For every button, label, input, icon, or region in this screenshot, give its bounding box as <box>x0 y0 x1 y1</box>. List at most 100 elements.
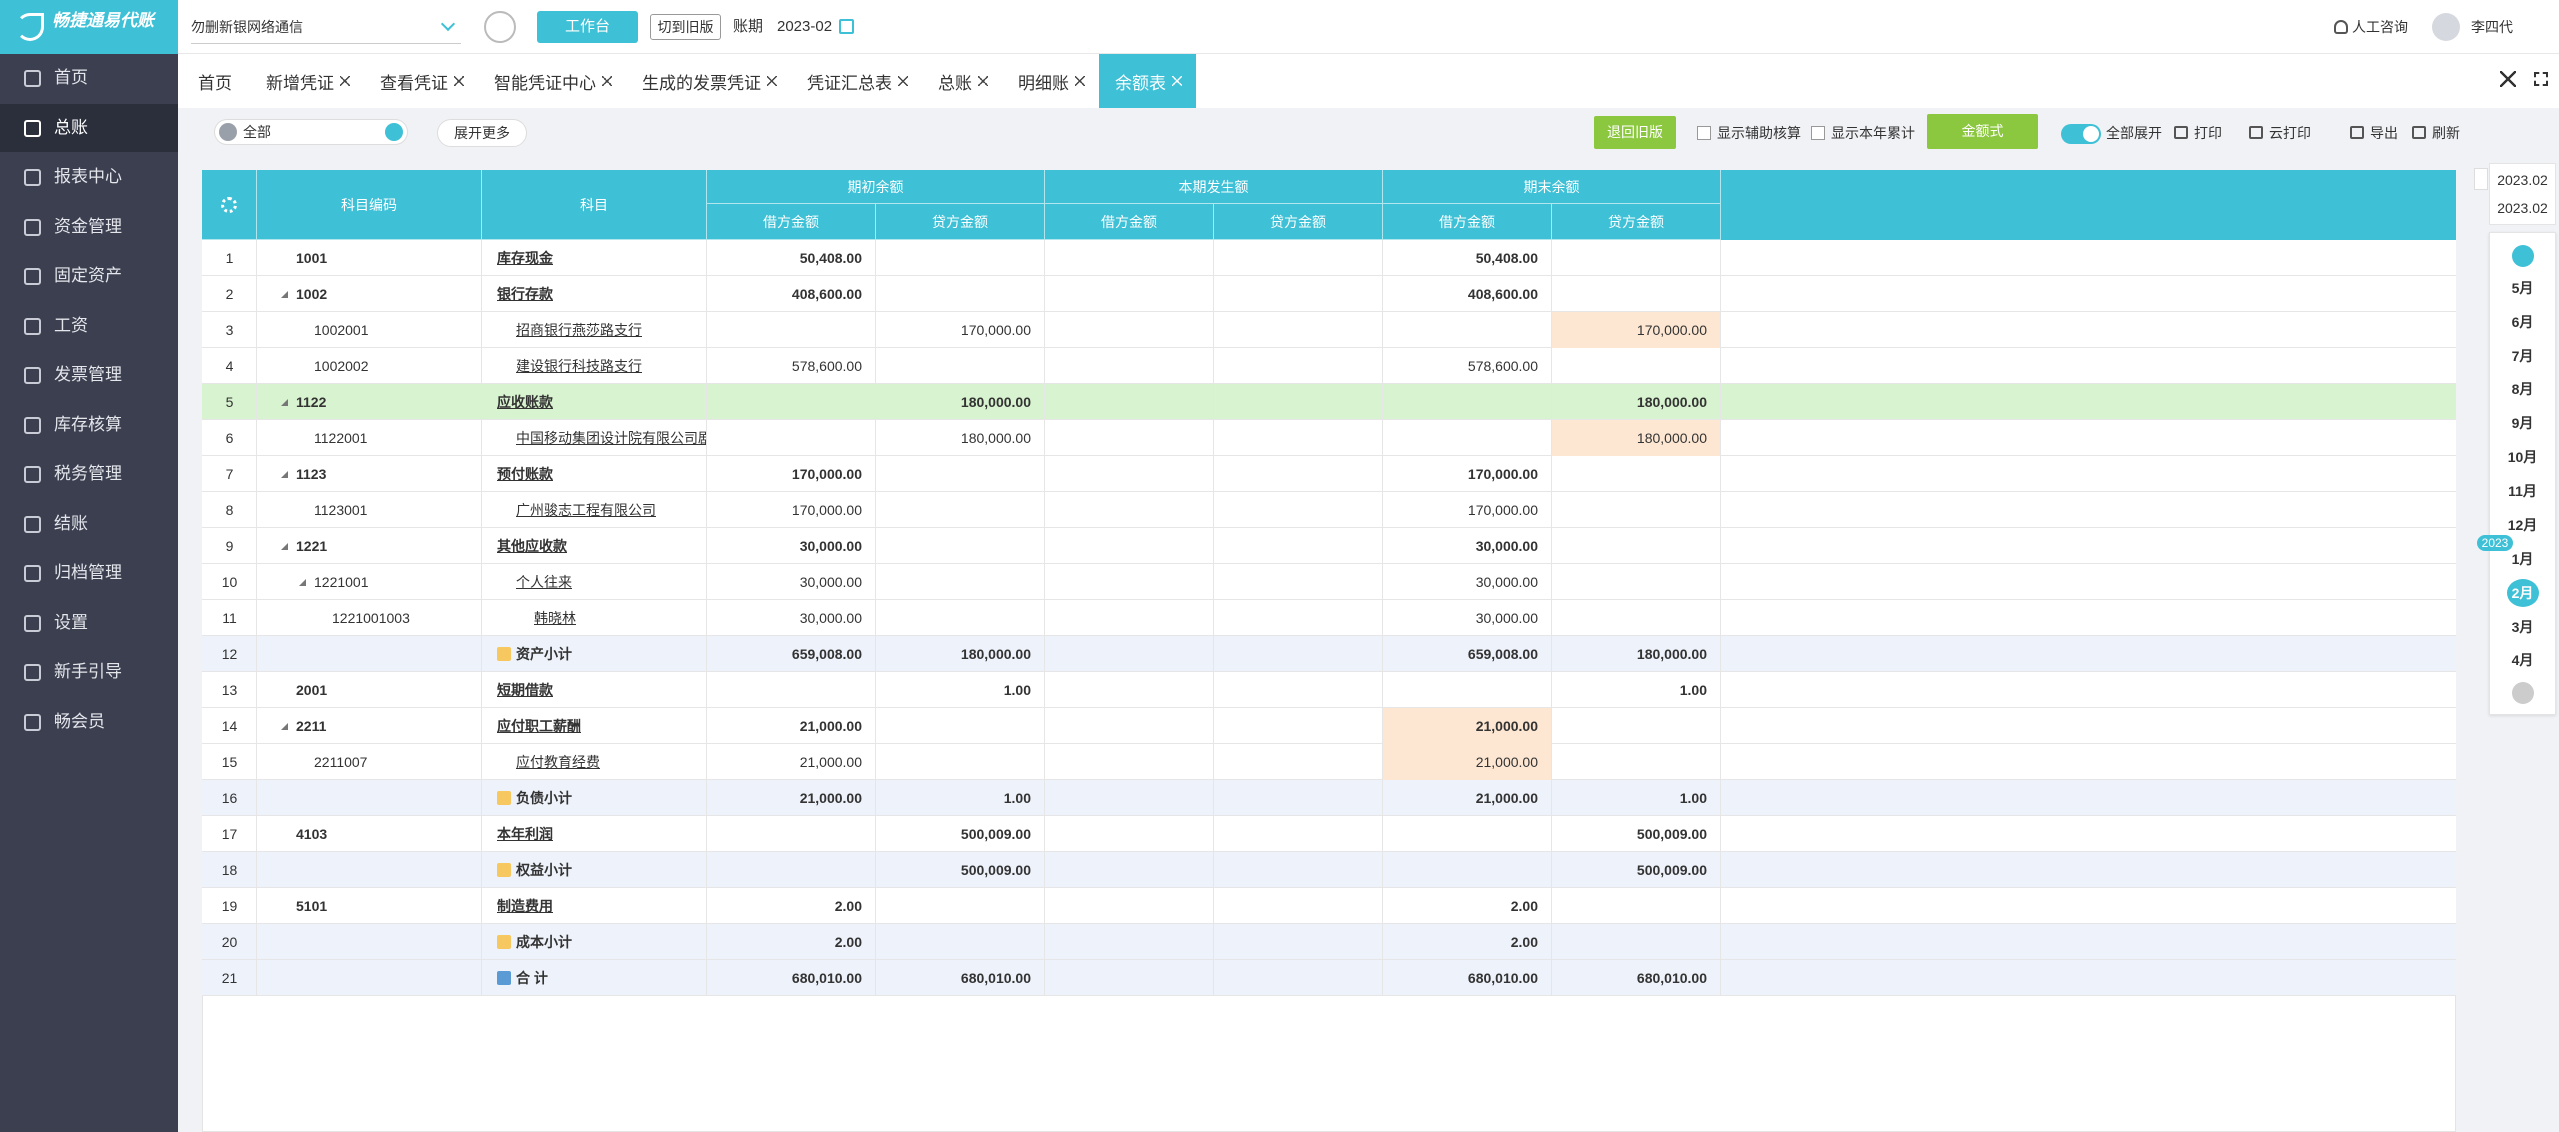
month[interactable]: 1月 <box>2511 551 2534 567</box>
amount: 30,000.00 <box>799 610 862 626</box>
tab[interactable]: 余额表 <box>1099 54 1196 108</box>
table-row: 5 1122 应收账款 180,000.00 180,000.00 <box>202 384 2456 420</box>
name-cell: 韩晓林 <box>482 600 707 636</box>
tab[interactable]: 凭证汇总表 <box>791 54 922 108</box>
account-name[interactable]: 应收账款 <box>497 394 553 410</box>
tab[interactable]: 首页 <box>178 54 250 108</box>
gear-icon[interactable] <box>221 197 237 213</box>
account-name[interactable]: 银行存款 <box>497 286 553 302</box>
tool-cloud-print[interactable]: 云打印 <box>2269 125 2311 141</box>
menu-item[interactable]: 总账 <box>0 103 178 152</box>
filter-select[interactable]: 全部 <box>214 119 408 145</box>
account-name[interactable]: 个人往来 <box>516 574 572 590</box>
user-name[interactable]: 李四代 <box>2471 19 2513 35</box>
tab[interactable]: 总账 <box>922 54 1002 108</box>
menu-item[interactable]: 报表中心 <box>0 153 178 201</box>
account-name[interactable]: 招商银行燕莎路支行 <box>516 322 642 338</box>
account-name[interactable]: 其他应收款 <box>497 538 567 554</box>
expand-toggle[interactable] <box>281 543 288 550</box>
month[interactable]: 3月 <box>2511 618 2534 635</box>
workbench-button[interactable]: 工作台 <box>537 11 638 43</box>
account-name[interactable]: 应付教育经费 <box>516 754 600 770</box>
amount-style-button[interactable]: 金额式 <box>1927 114 2038 149</box>
close-all[interactable] <box>2500 71 2516 87</box>
menu-item[interactable]: 新手引导 <box>0 648 178 696</box>
tab-close[interactable] <box>602 76 612 86</box>
tool-refresh[interactable]: 刷新 <box>2432 125 2460 141</box>
menu-item[interactable]: 结账 <box>0 500 178 548</box>
month[interactable]: 7月 <box>2511 347 2534 364</box>
account-name[interactable]: 库存现金 <box>497 250 553 266</box>
expand-toggle[interactable] <box>281 723 288 730</box>
tab-close[interactable] <box>898 76 908 86</box>
account-name[interactable]: 建设银行科技路支行 <box>516 358 642 374</box>
month[interactable]: 11月 <box>2508 482 2537 499</box>
menu-item[interactable]: 设置 <box>0 599 178 647</box>
tab-label: 首页 <box>198 73 232 93</box>
month[interactable]: 12月 <box>2507 516 2538 533</box>
tab[interactable]: 明细账 <box>1002 54 1099 108</box>
expand-more[interactable]: 展开更多 <box>437 119 527 147</box>
menu-item[interactable]: 归档管理 <box>0 549 178 597</box>
tab-close[interactable] <box>454 76 464 86</box>
menu-item[interactable]: 首页 <box>0 54 178 102</box>
tab[interactable]: 生成的发票凭证 <box>626 54 791 108</box>
code-cell: 1001 <box>257 240 482 276</box>
fullscreen[interactable] <box>2534 72 2548 86</box>
menu-item[interactable]: 税务管理 <box>0 450 178 498</box>
month[interactable]: 5月 <box>2511 280 2534 296</box>
amount-cell: 1.00 <box>1552 672 1721 708</box>
account-name[interactable]: 预付账款 <box>497 466 553 482</box>
menu-item[interactable]: 发票管理 <box>0 351 178 399</box>
month[interactable]: 10月 <box>2507 449 2538 465</box>
month[interactable]: 4月 <box>2511 652 2534 669</box>
amount-cell: 680,010.00 <box>1383 960 1552 996</box>
menu-item[interactable]: 库存核算 <box>0 401 178 449</box>
expand-toggle[interactable] <box>281 399 288 406</box>
back-old-button[interactable]: 退回旧版 <box>1594 116 1676 149</box>
scroll-down[interactable] <box>2512 682 2534 704</box>
account-name[interactable]: 广州骏志工程有限公司 <box>516 502 656 518</box>
tool-export[interactable]: 导出 <box>2370 125 2398 141</box>
expand-toggle[interactable] <box>299 579 306 586</box>
checkbox[interactable] <box>1697 126 1711 140</box>
menu-item[interactable]: 工资 <box>0 302 178 350</box>
company-select[interactable]: 勿删新银网络通信 <box>191 10 461 44</box>
doc-icon[interactable] <box>484 11 516 43</box>
amount: 180,000.00 <box>960 430 1031 446</box>
account-name[interactable]: 本年利润 <box>497 826 553 842</box>
name-cell: 应付教育经费 <box>482 744 707 780</box>
menu-item[interactable]: 资金管理 <box>0 203 178 251</box>
tab[interactable]: 新增凭证 <box>250 54 364 108</box>
month[interactable]: 2月 <box>2511 584 2534 601</box>
panel-collapse[interactable] <box>2474 168 2488 190</box>
account-name[interactable]: 制造费用 <box>497 898 553 914</box>
amount-cell: 21,000.00 <box>707 744 876 780</box>
tab-close[interactable] <box>767 76 777 86</box>
account-name[interactable]: 韩晓林 <box>534 610 576 626</box>
tab[interactable]: 智能凭证中心 <box>478 54 626 108</box>
tab-close[interactable] <box>978 76 988 86</box>
tab-close[interactable] <box>340 76 350 86</box>
tab[interactable]: 查看凭证 <box>364 54 478 108</box>
expand-toggle[interactable] <box>281 471 288 478</box>
old-version-button[interactable]: 切到旧版 <box>650 14 721 40</box>
scroll-up[interactable] <box>2512 245 2534 267</box>
month[interactable]: 8月 <box>2511 381 2534 398</box>
month[interactable]: 9月 <box>2511 415 2534 432</box>
checkbox[interactable] <box>1811 126 1825 140</box>
month[interactable]: 6月 <box>2511 313 2534 330</box>
account-name[interactable]: 中国移动集团设计院有限公司剧 <box>516 430 707 446</box>
menu-item[interactable]: 畅会员 <box>0 698 178 746</box>
calendar-icon[interactable] <box>839 19 854 34</box>
expand-toggle[interactable] <box>281 291 288 298</box>
toggle[interactable] <box>2061 124 2101 144</box>
row-fill <box>1721 564 2456 600</box>
tab-close[interactable] <box>1172 76 1182 86</box>
tool-print[interactable]: 打印 <box>2194 125 2222 141</box>
tab-close[interactable] <box>1075 76 1085 86</box>
account-name[interactable]: 应付职工薪酬 <box>497 718 581 734</box>
consult-link[interactable]: 人工咨询 <box>2352 19 2408 35</box>
account-name[interactable]: 短期借款 <box>497 682 553 698</box>
menu-item[interactable]: 固定资产 <box>0 252 178 300</box>
